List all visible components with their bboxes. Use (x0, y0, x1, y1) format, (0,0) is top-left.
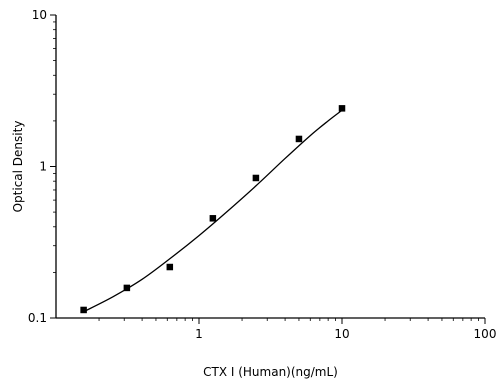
data-point-marker (209, 215, 217, 222)
data-point-marker (80, 306, 87, 314)
data-point-marker (295, 135, 303, 143)
data-point-marker (338, 105, 346, 112)
tick-labels: 1 10 100 0.1 1 10 (28, 8, 497, 341)
data-point-marker (123, 284, 131, 292)
x-tick-label: 100 (474, 327, 497, 341)
data-points (80, 105, 346, 314)
y-tick-label: 1 (39, 160, 47, 174)
x-tick-label: 10 (334, 327, 349, 341)
fit-curve (83, 109, 343, 313)
tick-marks (50, 14, 486, 324)
y-tick-label: 0.1 (28, 311, 47, 325)
y-tick-label: 10 (32, 8, 47, 22)
x-tick-label: 1 (195, 327, 203, 341)
data-point-marker (166, 263, 174, 271)
data-point-marker (252, 174, 260, 182)
x-axis-title: CTX I (Human)(ng/mL) (203, 365, 338, 379)
y-axis-title: Optical Density (11, 121, 25, 213)
axes (55, 15, 485, 319)
